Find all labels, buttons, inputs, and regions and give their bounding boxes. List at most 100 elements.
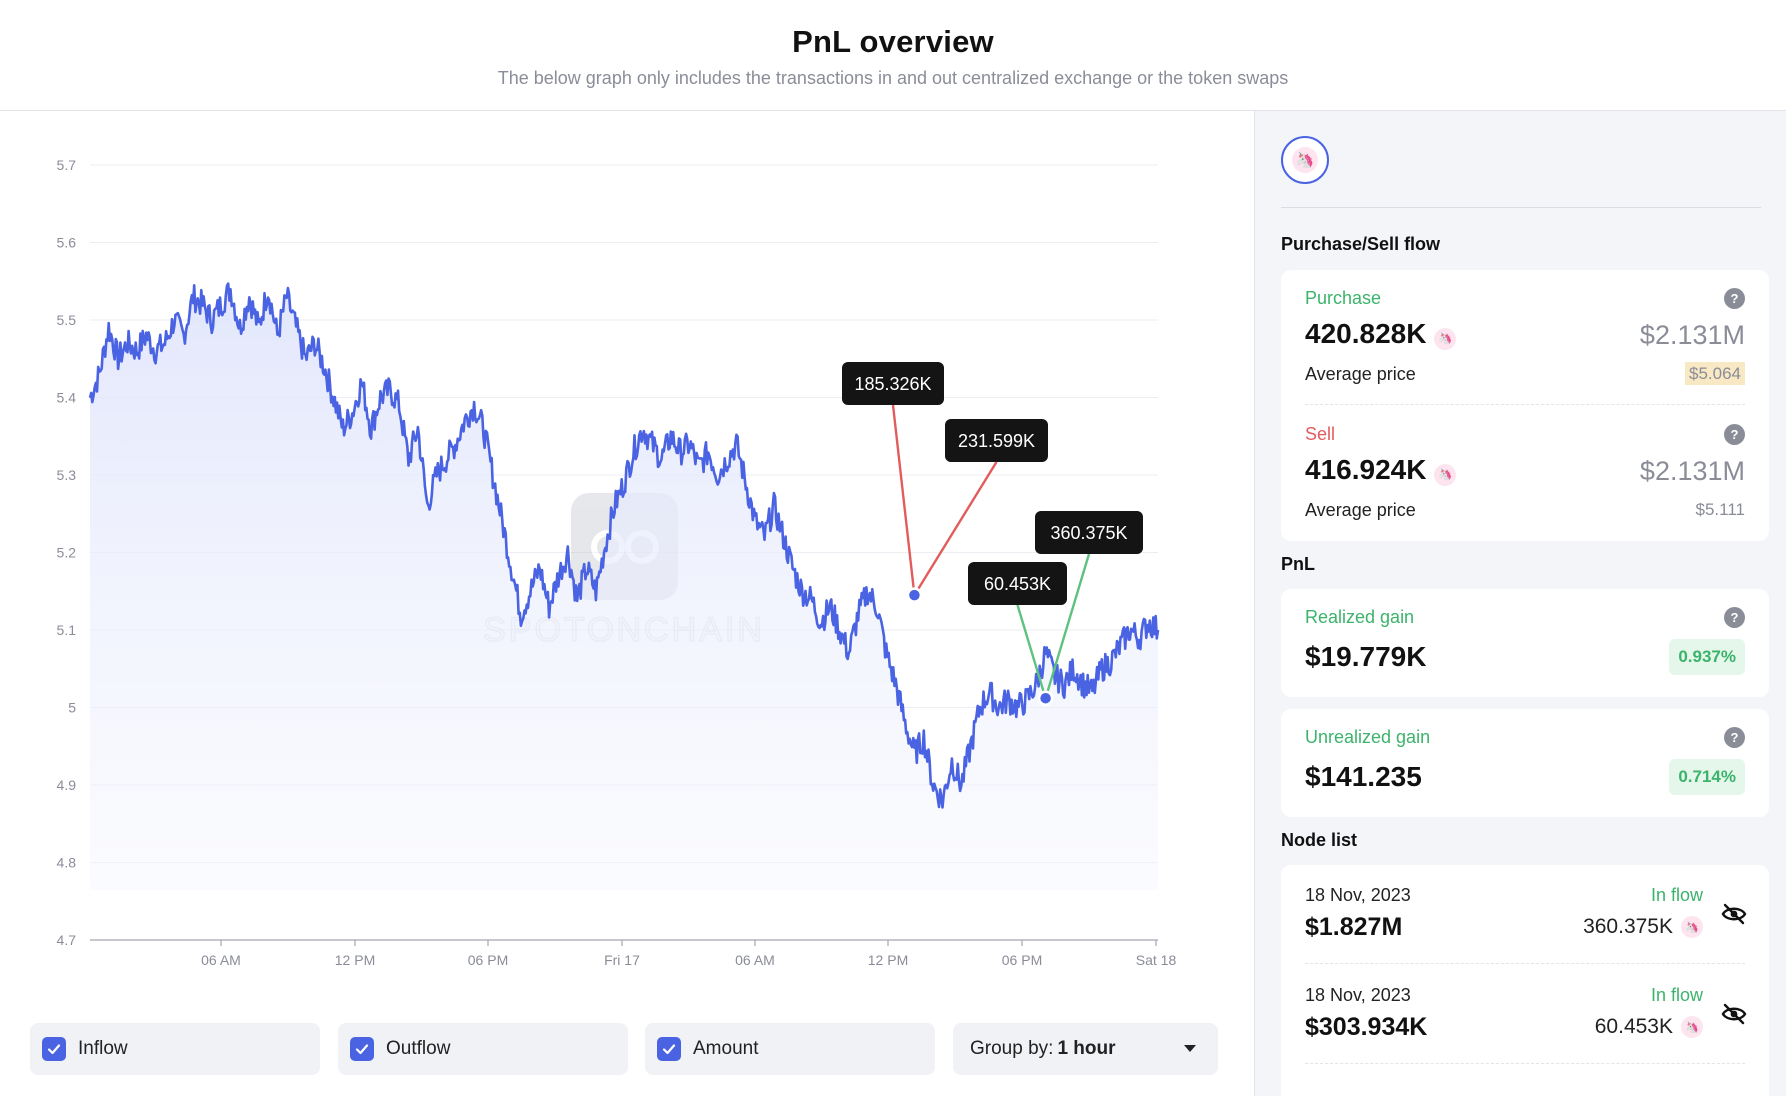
x-tick-label: 06 PM [468,952,508,968]
x-tick-label: 06 AM [201,952,241,968]
x-tick-label: Sat 18 [1136,952,1177,968]
y-tick-label: 5 [68,700,76,716]
y-tick-label: 5.7 [57,157,77,173]
page-title: PnL overview [792,24,994,59]
node-amount: 360.375K [1583,915,1673,938]
eye-off-icon[interactable] [1721,1003,1747,1025]
inflow-label: Inflow [78,1038,128,1059]
node-flow: In flow [1650,885,1703,905]
unicorn-token-icon: 🦄 [1681,916,1703,939]
annotation-box [1035,511,1143,554]
y-tick-label: 5.5 [57,312,77,328]
node-date: 18 Nov, 2023 [1305,985,1411,1005]
annotation-label: 60.453K [984,574,1051,594]
node-usd: $1.827M [1305,913,1403,941]
y-tick-label: 5.2 [57,545,77,561]
unrealized-value: $141.235 [1305,761,1422,792]
unicorn-token-icon: 🦄 [1434,463,1457,486]
pnl-line-chart: 5.7 5.6 5.5 5.4 5.3 5.2 5.1 5 4.9 4.8 4.7 06 AM 12 … [57,157,1177,968]
outflow-label: Outflow [386,1038,451,1059]
eye-off-icon[interactable] [1721,903,1747,925]
purchase-avg-value: $5.064 [1685,362,1745,385]
realized-pct-badge: 0.937% [1669,639,1745,675]
y-tick-label: 5.6 [57,235,77,251]
group-by-select[interactable]: Group by: 1 hour [953,1023,1218,1075]
sell-avg-value: $5.111 [1695,500,1745,519]
realized-label: Realized gain [1305,607,1415,627]
page-header: PnL overview The below graph only includ… [0,0,1786,111]
unicorn-token-icon: 🦄 [1292,147,1318,173]
annotation-box [842,362,944,405]
x-axis-ticks: 06 AM 12 PM 06 PM Fri 17 06 AM 12 PM 06 PM Sat … [201,940,1176,968]
side-panel: 🦄 Purchase/Sell flow Purchase ? 420.828K… [1254,111,1786,1096]
node-usd: $303.934K [1305,1013,1428,1041]
chart-annotations: 185.326K 231.599K 60.453K 360.375K [842,362,1143,706]
node-amount: 60.453K [1594,1015,1673,1038]
price-line [88,282,1160,809]
annotation-label: 185.326K [854,374,931,394]
unicorn-token-icon: 🦄 [1434,327,1457,350]
separator [1305,963,1745,964]
purchase-usd: $2.131M [1639,320,1745,350]
transaction-point [906,587,923,603]
amount-toggle[interactable]: Amount [645,1023,935,1075]
help-icon[interactable]: ? [1724,288,1745,309]
unicorn-token-icon: 🦄 [1681,1016,1703,1039]
annotation-connector [913,461,998,596]
annotation-box [945,419,1048,462]
divider [1281,207,1761,208]
y-axis-ticks: 5.7 5.6 5.5 5.4 5.3 5.2 5.1 5 4.9 4.8 4.7 [57,157,77,948]
checkbox-checked-icon[interactable] [42,1037,66,1061]
unrealized-pct-badge: 0.714% [1669,759,1745,795]
help-icon[interactable]: ? [1724,727,1745,748]
checkbox-checked-icon[interactable] [350,1037,374,1061]
purchase-amount: 420.828K [1305,318,1427,349]
annotation-connector [891,404,916,596]
caret-down-icon [1184,1045,1196,1052]
separator [1305,404,1745,405]
sell-label: Sell [1305,424,1336,444]
y-tick-label: 5.3 [57,467,77,483]
pnl-section-title: PnL [1281,554,1315,574]
sell-usd: $2.131M [1639,456,1745,486]
y-tick-label: 5.4 [57,390,77,406]
annotation-label: 360.375K [1050,523,1127,543]
checkbox-checked-icon[interactable] [657,1037,681,1061]
group-by-value: 1 hour [1057,1038,1116,1059]
transaction-point [1037,690,1054,706]
realized-value: $19.779K [1305,641,1427,672]
y-tick-label: 4.9 [57,777,77,793]
x-tick-label: 12 PM [335,952,375,968]
node-list-card: 18 Nov, 2023 In flow $1.827M 360.375K 🦄 1… [1281,865,1769,1096]
purchase-avg-label: Average price [1305,364,1416,384]
outflow-toggle[interactable]: Outflow [338,1023,628,1075]
chart-area-fill [90,283,1158,891]
x-tick-label: Fri 17 [604,952,640,968]
x-tick-label: 06 AM [735,952,775,968]
help-icon[interactable]: ? [1724,607,1745,628]
annotation-label: 231.599K [958,431,1035,451]
purchase-sell-card: Purchase ? 420.828K 🦄 $2.131M Average pri… [1281,270,1769,541]
purchase-label: Purchase [1305,288,1382,308]
inflow-toggle[interactable]: Inflow [30,1023,320,1075]
unrealized-gain-card: Unrealized gain ? $141.235 0.714% [1281,709,1769,817]
group-by-label: Group by: [970,1038,1054,1059]
annotation-connector [1044,553,1091,699]
unrealized-label: Unrealized gain [1305,727,1431,747]
amount-label: Amount [693,1038,759,1059]
sell-amount: 416.924K [1305,454,1427,485]
separator [1305,1063,1745,1064]
node-date: 18 Nov, 2023 [1305,885,1411,905]
page-subtitle: The below graph only includes the transa… [497,68,1289,88]
token-avatar[interactable]: 🦄 [1281,136,1329,184]
realized-gain-card: Realized gain ? $19.779K 0.937% [1281,589,1769,697]
node-flow: In flow [1650,985,1703,1005]
x-tick-label: 06 PM [1002,952,1042,968]
flow-section-title: Purchase/Sell flow [1281,234,1441,254]
help-icon[interactable]: ? [1724,424,1745,445]
sell-avg-label: Average price [1305,500,1416,520]
node-list-title: Node list [1281,830,1358,850]
annotation-box [968,562,1067,605]
x-tick-label: 12 PM [868,952,908,968]
y-tick-label: 4.8 [57,855,77,871]
